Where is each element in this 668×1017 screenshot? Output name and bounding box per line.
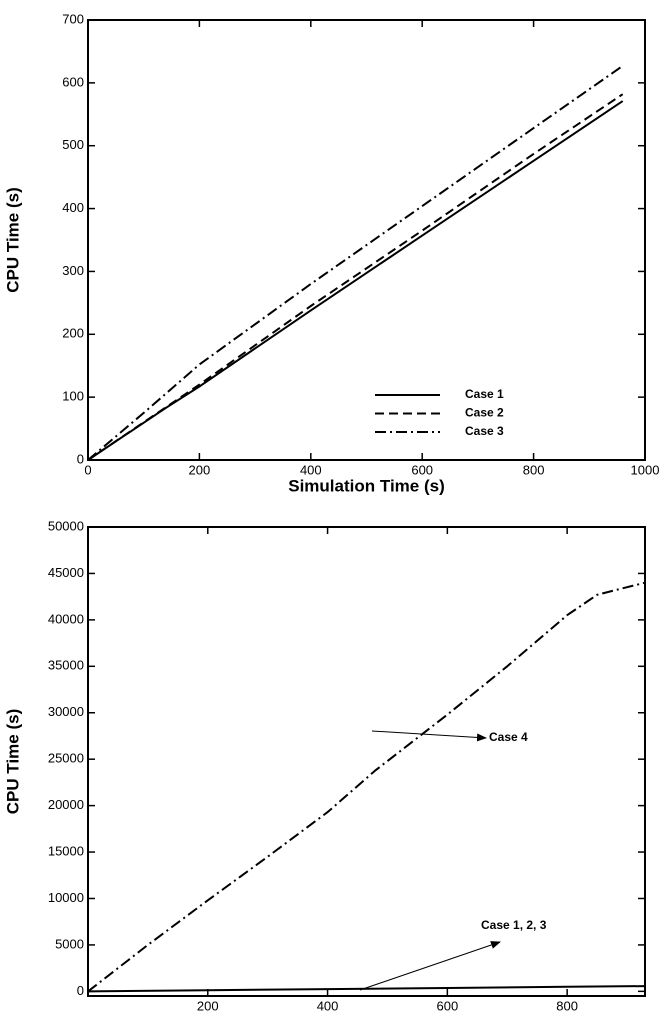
y-axis-title: CPU Time (s) [3,709,22,815]
series-line [87,93,624,461]
x-tick-label: 200 [189,462,211,477]
series-line [87,581,646,993]
plot-frame [87,526,646,997]
y-tick-label: 100 [62,389,84,404]
series-line [87,65,624,461]
x-tick-label: 400 [300,462,322,477]
y-tick-label: 40000 [48,611,84,626]
y-tick-label: 5000 [55,936,84,951]
series-line [87,985,646,993]
y-tick-label: 30000 [48,704,84,719]
y-axis-title: CPU Time (s) [3,187,22,293]
legend-label: Case 1 [465,387,504,401]
y-tick-label: 200 [62,326,84,341]
x-tick-label: 400 [317,998,339,1012]
y-tick-label: 300 [62,263,84,278]
x-tick-label: 1000 [631,462,660,477]
y-tick-label: 25000 [48,751,84,766]
x-tick-label: 200 [197,998,219,1012]
x-axis-title: Simulation Time (s) [288,476,445,495]
y-tick-label: 400 [62,200,84,215]
x-tick-label: 800 [556,998,578,1012]
x-tick-label: 600 [411,462,433,477]
x-tick-label: 0 [84,462,91,477]
y-tick-label: 20000 [48,797,84,812]
y-tick-label: 600 [62,74,84,89]
annotation-arrow [359,941,501,991]
legend-label: Case 3 [465,424,504,438]
annotation-arrow [371,730,487,742]
y-tick-label: 50000 [48,518,84,533]
y-tick-label: 10000 [48,890,84,905]
y-tick-label: 700 [62,11,84,26]
plot-frame [87,19,646,461]
y-tick-label: 45000 [48,565,84,580]
legend-label: Case 2 [465,406,504,420]
x-tick-label: 600 [437,998,459,1012]
y-tick-label: 0 [77,983,84,998]
series-line [87,100,624,461]
x-tick-label: 800 [523,462,545,477]
y-tick-label: 0 [77,451,84,466]
y-tick-label: 500 [62,137,84,152]
y-tick-label: 15000 [48,843,84,858]
annotation: Case 1, 2, 3 [481,918,547,932]
y-tick-label: 35000 [48,658,84,673]
annotation: Case 4 [489,730,528,744]
